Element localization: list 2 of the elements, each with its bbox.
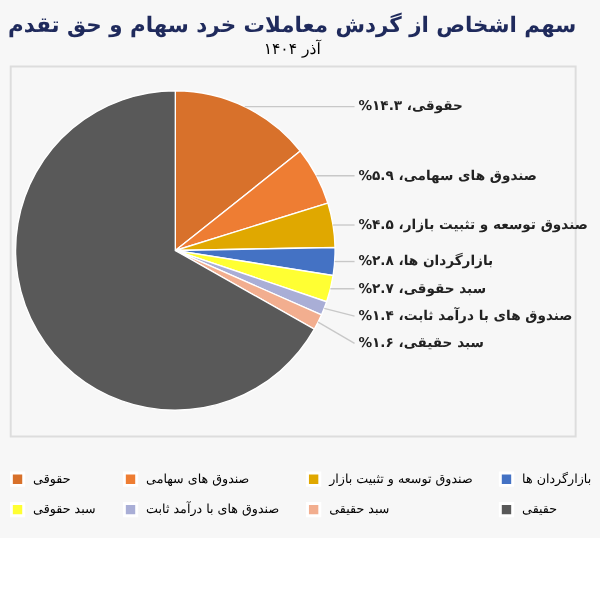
chart-subtitle: آذر ۱۴۰۴ xyxy=(263,37,323,58)
chart-title: سهم اشخاص از گردش معاملات خرد سهام و حق تقدم xyxy=(8,12,577,39)
